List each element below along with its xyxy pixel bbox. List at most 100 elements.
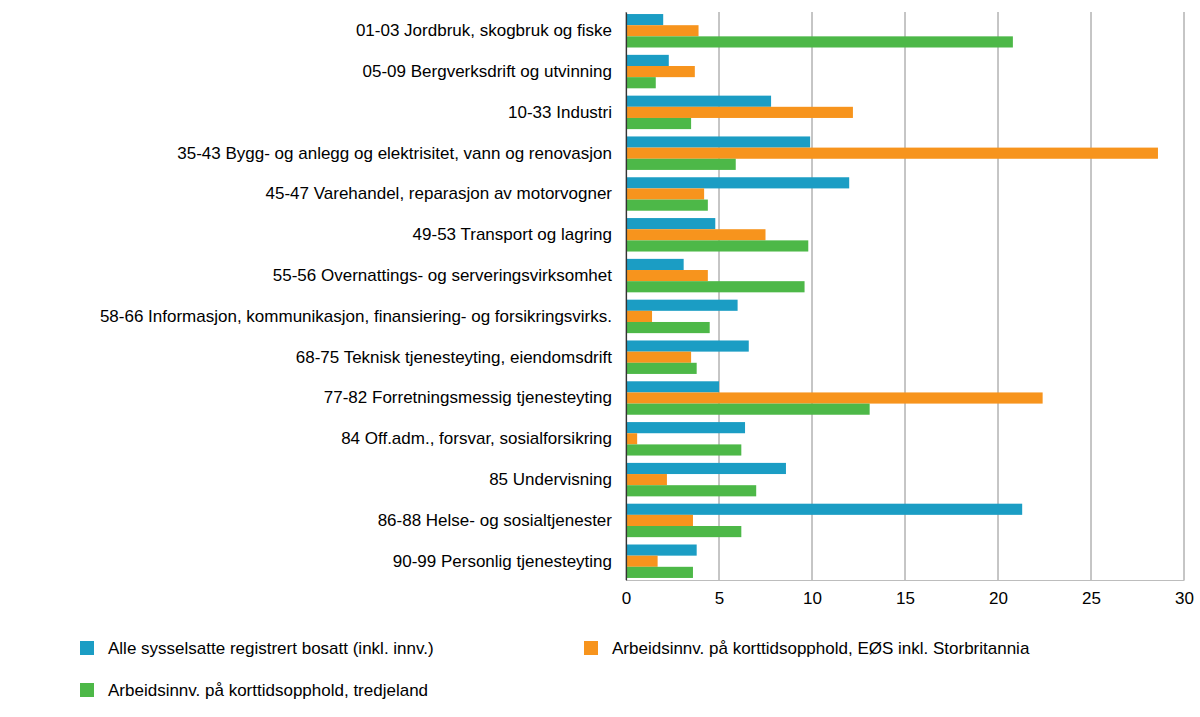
tick: 01-03 Jordbruk, skogbruk og fiske — [356, 21, 626, 40]
legend-swatch — [584, 641, 598, 655]
bar — [626, 422, 745, 433]
bar — [626, 270, 708, 281]
bar — [626, 159, 736, 170]
tick: 86-88 Helse- og sosialtjenester — [378, 511, 626, 530]
category-label: 05-09 Bergverksdrift og utvinning — [363, 62, 612, 81]
legend-item: Arbeidsinnv. på korttidsopphold, EØS ink… — [584, 639, 1030, 658]
legend-label: Alle sysselsatte registrert bosatt (inkl… — [108, 639, 434, 658]
category-label: 58-66 Informasjon, kommunikasjon, finans… — [100, 307, 612, 326]
legend-swatch — [80, 683, 94, 697]
category-label: 01-03 Jordbruk, skogbruk og fiske — [356, 21, 612, 40]
legend-label: Arbeidsinnv. på korttidsopphold, EØS ink… — [612, 639, 1030, 658]
tick: 15 — [896, 580, 915, 608]
bar — [626, 218, 715, 229]
bar — [626, 188, 704, 199]
x-axis-line — [627, 580, 1185, 581]
bar — [626, 240, 808, 251]
y-axis-line — [626, 13, 627, 581]
tick-label: 5 — [715, 589, 724, 608]
bar — [626, 363, 697, 374]
tick: 49-53 Transport og lagring — [413, 225, 626, 244]
bar — [626, 148, 1158, 159]
bar — [626, 14, 663, 25]
bar — [626, 404, 870, 415]
tick-label: 20 — [989, 589, 1008, 608]
tick-label: 10 — [803, 589, 822, 608]
category-label: 35-43 Bygg- og anlegg og elektrisitet, v… — [177, 144, 612, 163]
legend-item: Arbeidsinnv. på korttidsopphold, tredjel… — [80, 681, 428, 700]
bar — [626, 177, 849, 188]
category-label: 77-82 Forretningsmessig tjenesteyting — [324, 388, 612, 407]
tick: 35-43 Bygg- og anlegg og elektrisitet, v… — [177, 144, 626, 163]
legend-swatch — [80, 641, 94, 655]
grid-line — [1184, 12, 1185, 580]
legend-item: Alle sysselsatte registrert bosatt (inkl… — [80, 639, 434, 658]
bar — [626, 352, 691, 363]
tick-label: 0 — [622, 589, 631, 608]
bar — [626, 311, 652, 322]
category-label: 84 Off.adm., forsvar, sosialforsikring — [341, 429, 612, 448]
tick: 45-47 Varehandel, reparasjon av motorvog… — [265, 184, 626, 203]
tick-label: 30 — [1175, 589, 1194, 608]
tick: 5 — [715, 580, 724, 608]
bars — [626, 14, 1158, 578]
tick: 90-99 Personlig tjenesteyting — [393, 552, 626, 571]
category-label: 55-56 Overnattings- og serveringsvirksom… — [273, 266, 612, 285]
grid-line — [626, 12, 627, 580]
bar — [626, 55, 669, 66]
bar — [626, 36, 1013, 47]
tick: 77-82 Forretningsmessig tjenesteyting — [324, 388, 626, 407]
bar — [626, 444, 741, 455]
chart: 0 5 10 15 20 25 30 01-03 Jordbruk, skogbruk og … — [0, 0, 1200, 717]
grid-line — [998, 12, 999, 580]
bar — [626, 485, 756, 496]
bar — [626, 300, 738, 311]
bar — [626, 340, 749, 351]
bar — [626, 25, 699, 36]
bar — [626, 515, 693, 526]
bar — [626, 200, 708, 211]
tick-label: 25 — [1082, 589, 1101, 608]
bar — [626, 322, 710, 333]
bar — [626, 381, 719, 392]
bar — [626, 433, 637, 444]
grid — [626, 12, 1184, 580]
plot: 0 5 10 15 20 25 30 01-03 Jordbruk, skogbruk og … — [100, 12, 1194, 608]
bar — [626, 567, 693, 578]
grid-line — [905, 12, 906, 580]
category-label: 10-33 Industri — [508, 103, 612, 122]
tick: 05-09 Bergverksdrift og utvinning — [363, 62, 626, 81]
bar — [626, 118, 691, 129]
tick-label: 15 — [896, 589, 915, 608]
tick: 68-75 Teknisk tjenesteyting, eiendomsdri… — [296, 348, 626, 367]
bar — [626, 259, 684, 270]
y-axis: 01-03 Jordbruk, skogbruk og fiske 05-09 B… — [100, 13, 627, 581]
bar — [626, 556, 658, 567]
bar — [626, 463, 786, 474]
category-label: 86-88 Helse- og sosialtjenester — [378, 511, 613, 530]
tick: 30 — [1175, 580, 1194, 608]
bar — [626, 96, 771, 107]
legend-label: Arbeidsinnv. på korttidsopphold, tredjel… — [108, 681, 428, 700]
category-label: 45-47 Varehandel, reparasjon av motorvog… — [265, 184, 612, 203]
tick: 10-33 Industri — [508, 103, 626, 122]
legend: Alle sysselsatte registrert bosatt (inkl… — [80, 639, 1030, 700]
tick: 20 — [989, 580, 1008, 608]
category-label: 68-75 Teknisk tjenesteyting, eiendomsdri… — [296, 348, 613, 367]
bar — [626, 229, 766, 240]
grid-line — [812, 12, 813, 580]
bar — [626, 392, 1043, 403]
bar — [626, 136, 810, 147]
bar — [626, 545, 697, 556]
bar — [626, 107, 853, 118]
tick: 0 — [622, 580, 631, 608]
tick: 58-66 Informasjon, kommunikasjon, finans… — [100, 307, 626, 326]
bar — [626, 526, 741, 537]
category-label: 49-53 Transport og lagring — [413, 225, 612, 244]
bar — [626, 66, 695, 77]
tick: 25 — [1082, 580, 1101, 608]
x-axis: 0 5 10 15 20 25 30 — [622, 580, 1194, 608]
bar — [626, 77, 656, 88]
category-label: 90-99 Personlig tjenesteyting — [393, 552, 612, 571]
bar — [626, 281, 805, 292]
